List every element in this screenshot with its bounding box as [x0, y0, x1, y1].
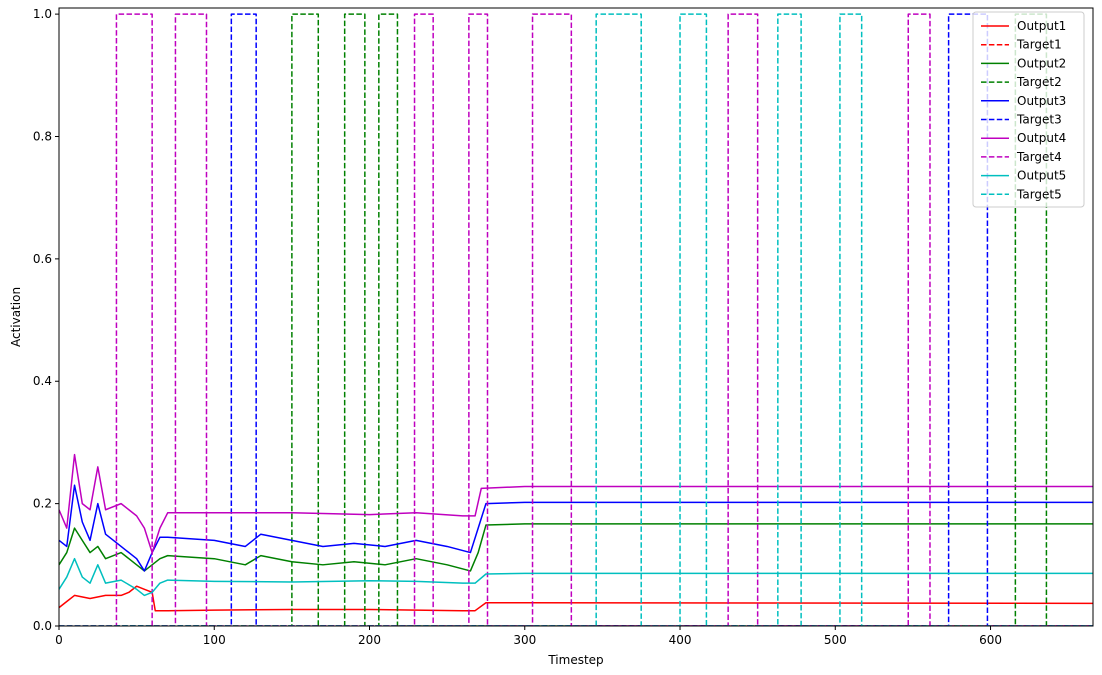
legend-label: Output2 — [1017, 56, 1066, 70]
series-target2 — [59, 13, 1093, 626]
legend-label: Output4 — [1017, 131, 1066, 145]
plot-frame — [58, 7, 1094, 627]
legend-label: Target2 — [1016, 75, 1062, 89]
series-output2 — [59, 523, 1093, 572]
x-axis-label: Timestep — [547, 653, 603, 667]
legend-item-target2: Target2 — [981, 75, 1062, 89]
legend-item-output2: Output2 — [981, 56, 1066, 70]
legend-item-target5: Target5 — [981, 187, 1062, 201]
legend-label: Output5 — [1017, 169, 1066, 183]
series-target4 — [59, 13, 1093, 626]
x-axis: 0 100 200 300 400 500 600 — [55, 626, 1002, 647]
legend-item-target3: Target3 — [981, 113, 1062, 127]
x-tick-label: 200 — [358, 633, 381, 647]
legend-item-output3: Output3 — [981, 94, 1066, 108]
legend-label: Target3 — [1016, 113, 1062, 127]
series-output1 — [59, 585, 1093, 612]
y-tick-label: 0.8 — [33, 129, 52, 143]
legend-label: Output3 — [1017, 94, 1066, 108]
y-tick-label: 0.0 — [33, 619, 52, 633]
series-target5 — [59, 13, 1093, 626]
y-tick-label: 0.2 — [33, 497, 52, 511]
legend-item-output4: Output4 — [981, 131, 1066, 145]
y-axis: 0.0 0.2 0.4 0.6 0.8 1.0 — [33, 7, 59, 633]
series-layer — [59, 13, 1093, 626]
series-output3 — [59, 484, 1093, 572]
legend-item-output1: Output1 — [981, 19, 1066, 33]
legend-item-target1: Target1 — [981, 38, 1062, 52]
series-output5 — [59, 557, 1093, 597]
legend-item-target4: Target4 — [981, 150, 1062, 164]
series-target3 — [59, 13, 1093, 626]
series-output4 — [59, 453, 1093, 554]
y-tick-label: 0.4 — [33, 374, 52, 388]
x-tick-label: 600 — [979, 633, 1002, 647]
legend-label: Target5 — [1016, 187, 1062, 201]
legend-item-output5: Output5 — [981, 169, 1066, 183]
legend-label: Target4 — [1016, 150, 1062, 164]
legend-box — [972, 11, 1085, 208]
y-tick-label: 1.0 — [33, 7, 52, 21]
x-tick-label: 100 — [203, 633, 226, 647]
legend-label: Output1 — [1017, 19, 1066, 33]
legend-label: Target1 — [1016, 38, 1062, 52]
x-tick-label: 0 — [55, 633, 63, 647]
x-tick-label: 400 — [669, 633, 692, 647]
y-axis-label: Activation — [9, 287, 23, 347]
x-tick-label: 500 — [824, 633, 847, 647]
y-tick-label: 0.6 — [33, 252, 52, 266]
x-tick-label: 300 — [513, 633, 536, 647]
legend: Output1 Target1 Output2 Target2 Output3 Targe… — [972, 11, 1085, 208]
